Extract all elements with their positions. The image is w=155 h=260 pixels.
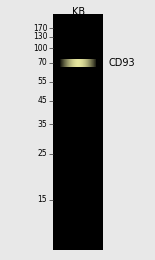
Text: 170: 170 [33, 24, 47, 32]
Text: 130: 130 [33, 32, 47, 41]
Text: 25: 25 [38, 150, 47, 158]
Text: 45: 45 [38, 96, 47, 105]
Text: CD93: CD93 [108, 58, 135, 68]
Text: 100: 100 [33, 44, 47, 53]
Text: 70: 70 [38, 58, 47, 67]
Bar [53, 14, 103, 250]
Text: 35: 35 [38, 120, 47, 128]
Text: 15: 15 [38, 195, 47, 204]
Text: KB: KB [72, 7, 85, 17]
Text: 55: 55 [38, 77, 47, 86]
